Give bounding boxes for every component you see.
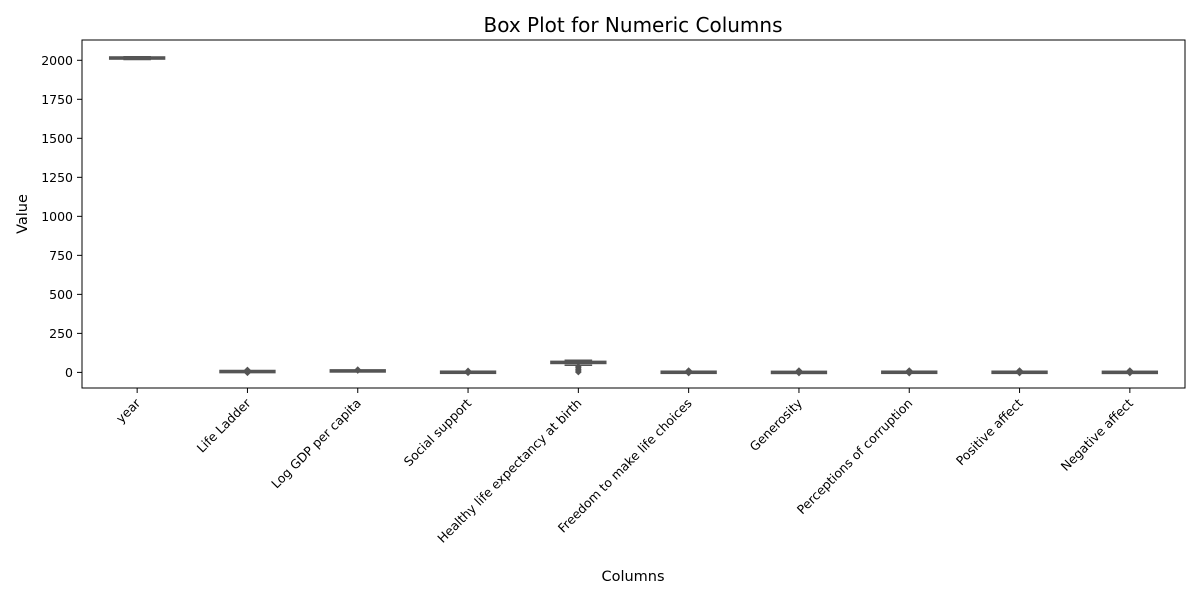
x-tick-label: Life Ladder — [194, 395, 255, 456]
x-tick-label: year — [113, 395, 144, 426]
y-tick-label: 1250 — [41, 170, 73, 185]
box-group — [219, 366, 276, 377]
box-group — [550, 359, 607, 376]
box-outlier — [795, 367, 803, 374]
y-tick-label: 1500 — [41, 131, 73, 146]
box-group — [439, 367, 497, 377]
x-tick-label: Positive affect — [953, 395, 1026, 468]
y-tick-label: 0 — [65, 365, 73, 380]
box-outlier — [244, 366, 251, 374]
box-group — [770, 367, 828, 377]
x-tick-label: Log GDP per capita — [268, 396, 364, 492]
box-outlier — [575, 368, 582, 376]
x-tick-label: Generosity — [747, 395, 806, 454]
box-group — [329, 366, 386, 374]
y-tick-label: 250 — [49, 326, 73, 341]
box-outlier — [1126, 367, 1134, 374]
plot-area — [108, 55, 1159, 377]
box-group — [991, 367, 1048, 377]
box-outlier — [354, 367, 362, 374]
chart-title: Box Plot for Numeric Columns — [483, 13, 782, 37]
y-tick-label: 1000 — [41, 209, 73, 224]
box-group — [660, 367, 717, 377]
x-axis-label: Columns — [601, 569, 664, 585]
plot-frame — [81, 39, 1186, 389]
box-group — [881, 367, 938, 377]
box-outlier — [905, 367, 913, 374]
x-tick-label: Freedom to make life choices — [555, 396, 695, 536]
y-axis-label: Value — [15, 194, 31, 234]
y-tick-label: 500 — [49, 287, 73, 302]
y-tick-label: 2000 — [41, 53, 73, 68]
y-tick-label: 1750 — [41, 92, 73, 107]
y-tick-label: 750 — [49, 248, 73, 263]
x-tick-label: Negative affect — [1058, 395, 1136, 473]
box-outlier — [464, 367, 472, 375]
box-outlier — [1016, 367, 1023, 374]
box-group — [1101, 367, 1159, 377]
box-outlier — [685, 367, 692, 374]
x-tick-label: Social support — [401, 395, 475, 469]
box-group — [108, 55, 166, 61]
x-tick-label: Perceptions of corruption — [794, 396, 916, 518]
